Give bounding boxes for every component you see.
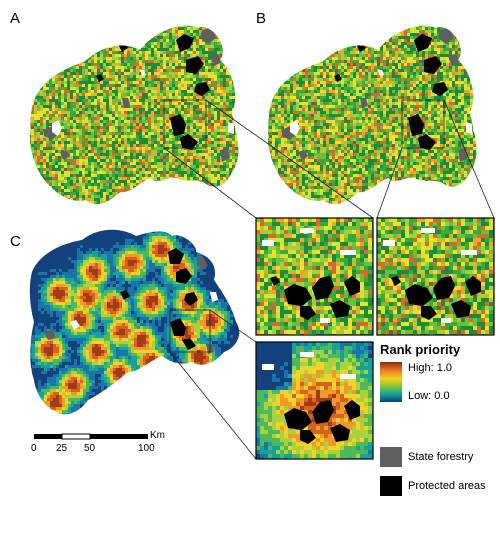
map-a-protected-areas xyxy=(96,34,210,150)
map-a-overlays xyxy=(44,28,234,162)
inset-b-overlays xyxy=(383,228,481,323)
protected-areas-swatch xyxy=(380,476,402,496)
inset-c-protected-areas xyxy=(284,400,360,444)
scale-unit-label: Km xyxy=(150,430,165,441)
map-c-overlays xyxy=(44,248,218,354)
inset-locator-c xyxy=(169,309,211,353)
map-b-state-forestry xyxy=(282,28,468,162)
panel-label-a: A xyxy=(10,10,21,27)
inset-a xyxy=(256,218,373,335)
panel-label-b: B xyxy=(256,10,267,27)
map-b-overlays xyxy=(282,28,472,162)
map-b-protected-areas xyxy=(334,34,448,150)
rank-priority-colorbar xyxy=(380,362,402,402)
inset-connectors xyxy=(163,99,495,460)
scale-tick-50: 50 xyxy=(84,443,96,454)
state-forestry-swatch xyxy=(380,447,402,467)
inset-c xyxy=(256,342,373,459)
inset-c-overlays xyxy=(262,352,360,444)
inset-locator-b xyxy=(401,99,445,149)
inset-b-protected-areas xyxy=(391,276,481,320)
map-a-state-forestry xyxy=(44,28,230,162)
inset-a-overlays xyxy=(262,228,360,323)
scale-tick-0: 0 xyxy=(31,443,37,454)
map-b xyxy=(268,25,477,205)
legend-low-label: Low: 0.0 xyxy=(408,390,450,402)
inset-b xyxy=(377,218,494,335)
map-c-protected-areas xyxy=(120,248,198,350)
inset-a-frame xyxy=(255,217,374,336)
scale-tick-100: 100 xyxy=(138,443,155,454)
scale-bar xyxy=(34,433,148,440)
inset-locator-a xyxy=(163,99,207,149)
inset-b-frame xyxy=(376,217,495,336)
scale-tick-25: 25 xyxy=(56,443,68,454)
inset-c-nodata xyxy=(262,352,356,379)
legend-protected-areas-label: Protected areas xyxy=(408,480,486,492)
map-a xyxy=(30,25,239,205)
legend-high-label: High: 1.0 xyxy=(408,362,453,374)
legend-state-forestry-label: State forestry xyxy=(408,451,474,463)
inset-a-protected-areas xyxy=(270,276,360,320)
panel-label-c: C xyxy=(10,233,21,250)
inset-c-frame xyxy=(255,341,374,460)
legend-title: Rank priority xyxy=(380,342,461,357)
